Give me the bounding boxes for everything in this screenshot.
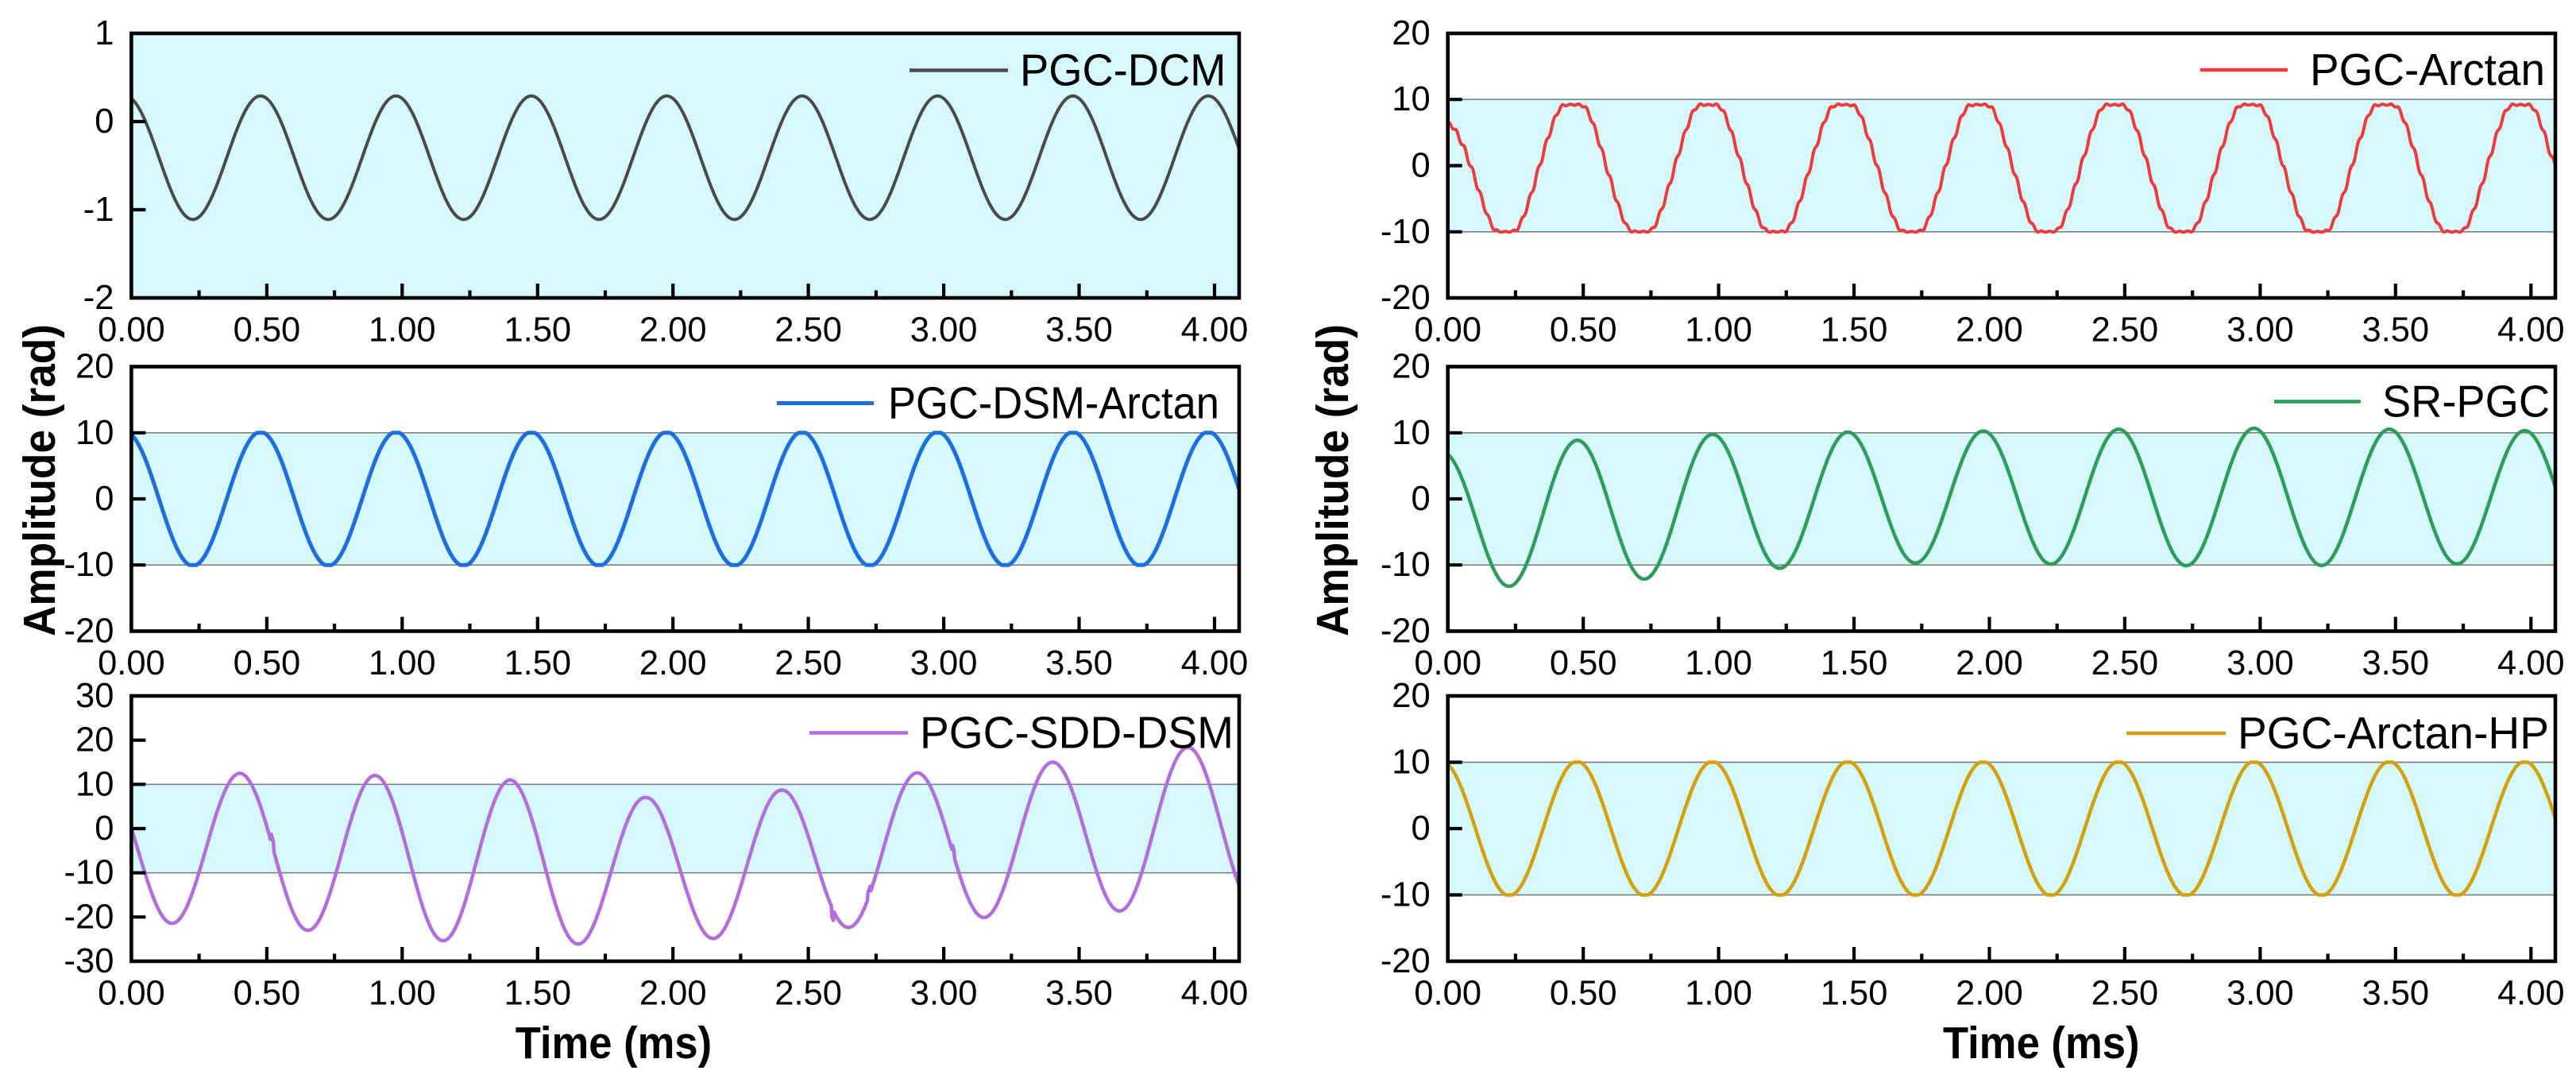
svg-text:2.50: 2.50 — [2091, 311, 2159, 350]
svg-text:0.00: 0.00 — [1414, 975, 1481, 1013]
svg-text:2.50: 2.50 — [774, 975, 842, 1013]
svg-text:10: 10 — [1392, 80, 1430, 118]
svg-text:Amplitude (rad): Amplitude (rad) — [1307, 324, 1358, 636]
svg-text:0.00: 0.00 — [1414, 311, 1481, 350]
svg-text:10: 10 — [75, 414, 114, 452]
svg-text:10: 10 — [75, 765, 114, 803]
svg-text:3.00: 3.00 — [910, 644, 978, 682]
svg-text:3.00: 3.00 — [910, 975, 978, 1013]
svg-text:0: 0 — [1411, 810, 1430, 848]
svg-text:2.00: 2.00 — [639, 644, 707, 682]
svg-text:SR-PGC: SR-PGC — [2382, 377, 2550, 427]
svg-text:-20: -20 — [1381, 942, 1431, 980]
svg-text:3.00: 3.00 — [910, 311, 978, 350]
svg-text:0: 0 — [1411, 480, 1430, 518]
svg-text:2.00: 2.00 — [639, 975, 707, 1013]
svg-text:2.50: 2.50 — [774, 644, 842, 682]
svg-text:-20: -20 — [1381, 279, 1431, 317]
svg-text:4.00: 4.00 — [1181, 311, 1249, 350]
svg-text:-10: -10 — [64, 546, 114, 584]
svg-text:0.50: 0.50 — [234, 644, 301, 682]
svg-text:3.50: 3.50 — [1045, 644, 1113, 682]
svg-text:0.50: 0.50 — [1550, 311, 1617, 350]
svg-text:-1: -1 — [83, 191, 114, 229]
svg-text:1.00: 1.00 — [369, 644, 436, 682]
svg-text:2.50: 2.50 — [2091, 644, 2159, 682]
svg-text:1.00: 1.00 — [1685, 311, 1752, 350]
svg-text:-30: -30 — [64, 942, 114, 980]
svg-text:1.00: 1.00 — [369, 311, 436, 350]
svg-text:30: 30 — [75, 677, 114, 715]
svg-text:1.00: 1.00 — [1685, 644, 1752, 682]
svg-text:Time (ms): Time (ms) — [516, 1018, 713, 1068]
svg-text:0.50: 0.50 — [1550, 975, 1617, 1013]
svg-text:PGC-DSM-Arctan: PGC-DSM-Arctan — [888, 378, 1219, 429]
svg-text:0.00: 0.00 — [98, 975, 165, 1013]
svg-text:1.50: 1.50 — [1821, 311, 1888, 350]
svg-text:20: 20 — [1392, 14, 1430, 52]
svg-text:0: 0 — [95, 810, 114, 848]
svg-text:3.50: 3.50 — [1045, 311, 1113, 350]
svg-text:Amplitude (rad): Amplitude (rad) — [14, 324, 65, 636]
svg-text:2.50: 2.50 — [2091, 975, 2159, 1013]
svg-text:3.50: 3.50 — [1045, 975, 1113, 1013]
svg-text:0.50: 0.50 — [234, 975, 301, 1013]
svg-text:Time (ms): Time (ms) — [1943, 1018, 2140, 1068]
svg-text:PGC-Arctan: PGC-Arctan — [2310, 44, 2545, 95]
svg-text:2.00: 2.00 — [1956, 975, 2023, 1013]
svg-text:3.00: 3.00 — [2226, 311, 2294, 350]
svg-text:-20: -20 — [64, 612, 114, 651]
svg-text:2.00: 2.00 — [1956, 644, 2023, 682]
svg-text:2.50: 2.50 — [774, 311, 842, 350]
svg-text:20: 20 — [75, 721, 114, 759]
svg-text:0: 0 — [1411, 147, 1430, 185]
svg-text:3.50: 3.50 — [2362, 311, 2429, 350]
svg-text:-20: -20 — [64, 898, 114, 936]
svg-text:2.00: 2.00 — [639, 311, 707, 350]
svg-text:0.00: 0.00 — [98, 644, 165, 682]
svg-text:0.00: 0.00 — [98, 311, 165, 350]
svg-text:3.50: 3.50 — [2362, 975, 2429, 1013]
svg-text:0.50: 0.50 — [234, 311, 301, 350]
svg-text:-2: -2 — [83, 279, 114, 317]
svg-text:4.00: 4.00 — [2497, 311, 2565, 350]
svg-text:PGC-DCM: PGC-DCM — [1020, 45, 1226, 96]
svg-text:1.50: 1.50 — [504, 644, 571, 682]
svg-text:0.00: 0.00 — [1414, 644, 1481, 682]
svg-text:4.00: 4.00 — [2497, 644, 2565, 682]
svg-text:10: 10 — [1392, 414, 1430, 452]
svg-text:1.50: 1.50 — [504, 311, 571, 350]
svg-text:PGC-SDD-DSM: PGC-SDD-DSM — [920, 708, 1234, 759]
svg-text:1.00: 1.00 — [369, 975, 436, 1013]
svg-text:-10: -10 — [1381, 876, 1431, 914]
svg-text:-10: -10 — [1381, 213, 1431, 251]
svg-text:1.00: 1.00 — [1685, 975, 1752, 1013]
svg-text:1.50: 1.50 — [1821, 975, 1888, 1013]
svg-text:3.50: 3.50 — [2362, 644, 2429, 682]
svg-text:1.50: 1.50 — [504, 975, 571, 1013]
svg-text:PGC-Arctan-HP: PGC-Arctan-HP — [2238, 708, 2549, 759]
svg-text:0: 0 — [95, 480, 114, 518]
svg-text:-10: -10 — [64, 854, 114, 892]
svg-text:-20: -20 — [1381, 612, 1431, 651]
svg-text:10: 10 — [1392, 744, 1430, 782]
svg-text:2.00: 2.00 — [1956, 311, 2023, 350]
svg-text:1.50: 1.50 — [1821, 644, 1888, 682]
svg-text:0: 0 — [95, 102, 114, 141]
svg-text:20: 20 — [1392, 348, 1430, 386]
svg-text:3.00: 3.00 — [2226, 644, 2294, 682]
svg-text:20: 20 — [75, 348, 114, 386]
svg-text:20: 20 — [1392, 677, 1430, 715]
svg-text:4.00: 4.00 — [2497, 975, 2565, 1013]
svg-text:4.00: 4.00 — [1181, 644, 1249, 682]
svg-text:1: 1 — [95, 14, 114, 52]
svg-text:3.00: 3.00 — [2226, 975, 2294, 1013]
svg-text:-10: -10 — [1381, 546, 1431, 584]
svg-text:0.50: 0.50 — [1550, 644, 1617, 682]
svg-text:4.00: 4.00 — [1181, 975, 1249, 1013]
